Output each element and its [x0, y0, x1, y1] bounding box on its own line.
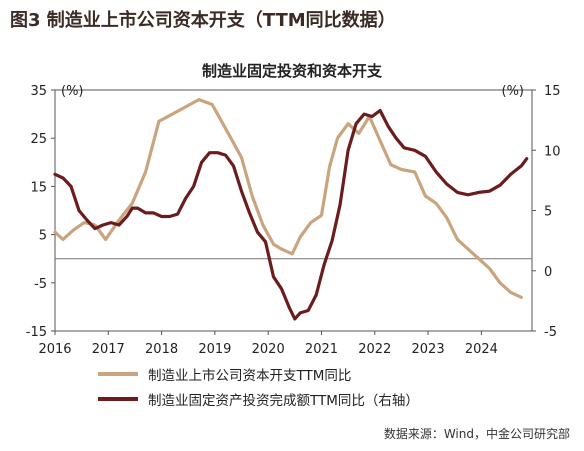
- right-tick-label: 5: [544, 205, 552, 220]
- left-tick-label: 35: [30, 84, 47, 99]
- source-note: 数据来源：Wind，中金公司研究部: [383, 427, 570, 441]
- right-tick-label: 0: [544, 265, 552, 280]
- right-tick-label: 10: [544, 144, 561, 159]
- legend-label-series-1: 制造业上市公司资本开支TTM同比: [148, 368, 352, 384]
- x-tick-label: 2016: [38, 342, 71, 357]
- x-tick-label: 2017: [92, 342, 125, 357]
- chart-title: 制造业固定投资和资本开支: [201, 62, 382, 80]
- x-tick-label: 2020: [252, 342, 285, 357]
- legend-swatch-series-1: [98, 372, 138, 376]
- chart-series-lines: [53, 97, 529, 321]
- legend-item-series-2: 制造业固定资产投资完成额TTM同比（右轴）: [98, 389, 419, 409]
- right-tick-label: 15: [544, 84, 561, 99]
- x-tick-label: 2021: [305, 342, 338, 357]
- series-line-1: [53, 97, 523, 299]
- x-tick-label: 2022: [358, 342, 391, 357]
- left-tick-label: 25: [30, 132, 47, 147]
- legend-label-series-2: 制造业固定资产投资完成额TTM同比（右轴）: [148, 393, 419, 409]
- x-tick-label: 2023: [412, 342, 445, 357]
- left-tick-label: -15: [26, 325, 47, 340]
- figure-title: 图3 制造业上市公司资本开支（TTM同比数据）: [10, 10, 396, 31]
- right-tick-label: -5: [544, 325, 557, 340]
- x-tick-label: 2019: [198, 342, 231, 357]
- left-tick-label: 5: [39, 229, 47, 244]
- legend-swatch-series-2: [98, 397, 138, 401]
- x-tick-label: 2024: [465, 342, 498, 357]
- series-line-2: [53, 108, 529, 321]
- chart-axes: 35 25 15 5 -5 -15 (%) 15 10 5 0 -5 (%) 2016 2017 2018 20…: [26, 84, 561, 357]
- left-axis-unit: (%): [61, 84, 84, 99]
- right-axis-unit: (%): [502, 84, 525, 99]
- x-tick-label: 2018: [145, 342, 178, 357]
- left-tick-label: -5: [34, 277, 47, 292]
- legend-item-series-1: 制造业上市公司资本开支TTM同比: [98, 364, 351, 384]
- left-tick-label: 15: [30, 180, 47, 195]
